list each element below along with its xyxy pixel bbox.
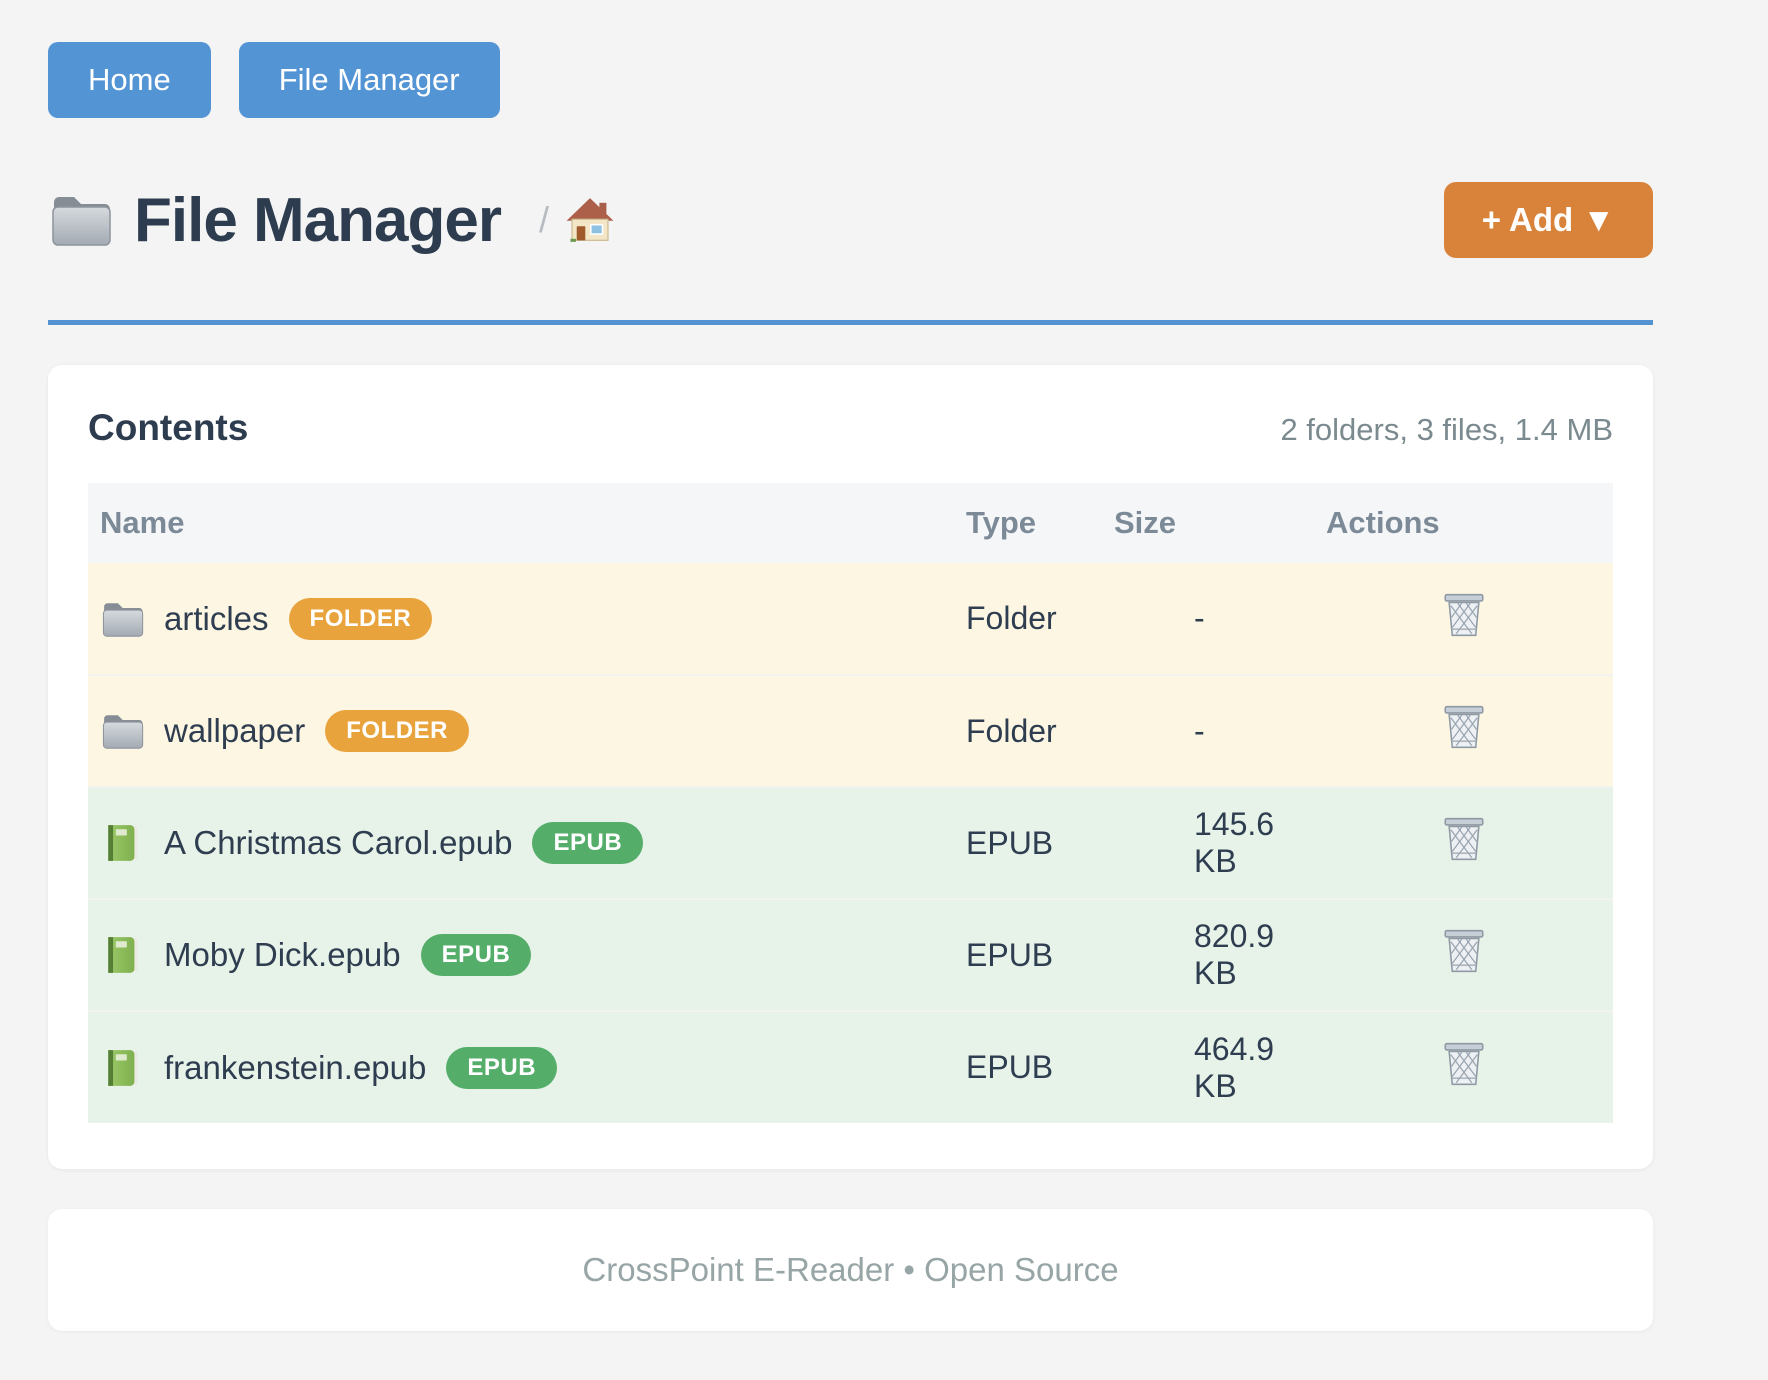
trash-icon: [1442, 590, 1486, 640]
page-container: Home File Manager File Manager /: [48, 0, 1653, 1331]
breadcrumb-separator: /: [539, 199, 549, 241]
table-row: frankenstein.epub EPUB EPUB 464.9 KB: [88, 1011, 1613, 1123]
footer-text: CrossPoint E-Reader • Open Source: [582, 1251, 1118, 1289]
contents-summary: 2 folders, 3 files, 1.4 MB: [1280, 412, 1613, 448]
file-name[interactable]: frankenstein.epub: [164, 1049, 426, 1087]
type-cell: Folder: [954, 675, 1102, 787]
file-name[interactable]: Moby Dick.epub: [164, 936, 401, 974]
book-icon: [100, 933, 144, 977]
name-cell: articles FOLDER: [88, 563, 954, 675]
trash-icon: [1442, 814, 1486, 864]
type-badge: FOLDER: [325, 710, 469, 752]
page-header: File Manager / + Add ▼: [48, 182, 1653, 258]
trash-icon: [1442, 926, 1486, 976]
actions-cell: [1302, 899, 1613, 1011]
actions-cell: [1302, 675, 1613, 787]
house-icon[interactable]: [565, 195, 615, 245]
type-cell: EPUB: [954, 899, 1102, 1011]
delete-button[interactable]: [1442, 926, 1486, 976]
contents-card: Contents 2 folders, 3 files, 1.4 MB Name…: [48, 365, 1653, 1169]
type-badge: EPUB: [421, 934, 532, 976]
delete-button[interactable]: [1442, 814, 1486, 864]
trash-icon: [1442, 702, 1486, 752]
size-cell: -: [1102, 563, 1302, 675]
contents-title: Contents: [88, 407, 248, 449]
folder-icon: [48, 188, 112, 252]
name-cell: Moby Dick.epub EPUB: [88, 899, 954, 1011]
home-button[interactable]: Home: [48, 42, 211, 118]
breadcrumb: /: [539, 195, 615, 245]
type-badge: EPUB: [532, 822, 643, 864]
size-cell: 820.9 KB: [1102, 899, 1302, 1011]
file-manager-button[interactable]: File Manager: [239, 42, 500, 118]
type-badge: FOLDER: [289, 598, 433, 640]
file-name[interactable]: wallpaper: [164, 712, 305, 750]
name-cell: A Christmas Carol.epub EPUB: [88, 787, 954, 899]
title-group: File Manager /: [48, 185, 615, 256]
file-table: Name Type Size Actions: [88, 483, 1613, 1123]
book-icon: [100, 821, 144, 865]
delete-button[interactable]: [1442, 1039, 1486, 1089]
actions-cell: [1302, 563, 1613, 675]
folder-icon: [100, 597, 144, 641]
table-row: A Christmas Carol.epub EPUB EPUB 145.6 K…: [88, 787, 1613, 899]
table-row: wallpaper FOLDER Folder -: [88, 675, 1613, 787]
actions-cell: [1302, 1011, 1613, 1123]
type-cell: EPUB: [954, 1011, 1102, 1123]
file-table-body: articles FOLDER Folder -: [88, 563, 1613, 1123]
name-cell: wallpaper FOLDER: [88, 675, 954, 787]
file-table-header: Name Type Size Actions: [88, 483, 1613, 563]
book-icon: [100, 1046, 144, 1090]
column-header-actions: Actions: [1302, 483, 1613, 563]
trash-icon: [1442, 1039, 1486, 1089]
footer: CrossPoint E-Reader • Open Source: [48, 1209, 1653, 1331]
size-cell: -: [1102, 675, 1302, 787]
size-cell: 145.6 KB: [1102, 787, 1302, 899]
table-row: Moby Dick.epub EPUB EPUB 820.9 KB: [88, 899, 1613, 1011]
folder-icon: [100, 709, 144, 753]
actions-cell: [1302, 787, 1613, 899]
top-navigation: Home File Manager: [48, 42, 1653, 118]
column-header-size: Size: [1102, 483, 1302, 563]
column-header-name: Name: [88, 483, 954, 563]
add-button[interactable]: + Add ▼: [1444, 182, 1653, 258]
column-header-type: Type: [954, 483, 1102, 563]
header-divider: [48, 320, 1653, 325]
page-title: File Manager: [134, 185, 501, 256]
contents-card-header: Contents 2 folders, 3 files, 1.4 MB: [88, 407, 1613, 449]
file-name[interactable]: A Christmas Carol.epub: [164, 824, 512, 862]
name-cell: frankenstein.epub EPUB: [88, 1011, 954, 1123]
type-badge: EPUB: [446, 1047, 557, 1089]
size-cell: 464.9 KB: [1102, 1011, 1302, 1123]
delete-button[interactable]: [1442, 702, 1486, 752]
delete-button[interactable]: [1442, 590, 1486, 640]
type-cell: EPUB: [954, 787, 1102, 899]
file-name[interactable]: articles: [164, 600, 269, 638]
type-cell: Folder: [954, 563, 1102, 675]
table-row: articles FOLDER Folder -: [88, 563, 1613, 675]
